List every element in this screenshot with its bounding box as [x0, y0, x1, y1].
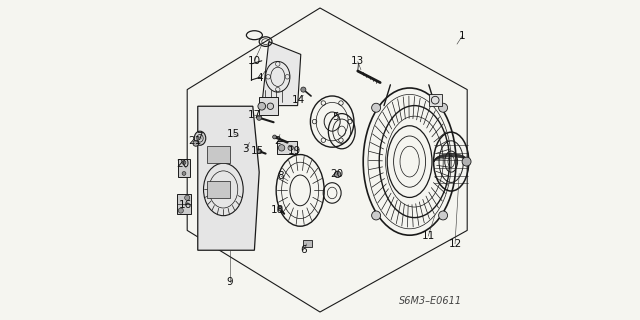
- Polygon shape: [262, 42, 301, 106]
- Text: 20: 20: [177, 159, 189, 169]
- Circle shape: [438, 103, 447, 112]
- Circle shape: [257, 115, 262, 120]
- Text: 10: 10: [248, 56, 261, 66]
- Circle shape: [278, 145, 285, 151]
- Polygon shape: [207, 181, 230, 198]
- Circle shape: [182, 172, 186, 175]
- Circle shape: [335, 171, 341, 178]
- Text: S6M3–E0611: S6M3–E0611: [399, 296, 462, 306]
- Text: 18: 18: [271, 204, 284, 215]
- Text: 11: 11: [422, 231, 435, 241]
- Circle shape: [278, 206, 282, 211]
- Text: 6: 6: [300, 245, 307, 255]
- Text: 7: 7: [196, 132, 202, 142]
- Circle shape: [288, 145, 293, 150]
- Text: 2: 2: [275, 136, 281, 147]
- Text: 5: 5: [332, 112, 339, 122]
- Polygon shape: [303, 240, 312, 247]
- Polygon shape: [207, 146, 230, 163]
- Circle shape: [193, 140, 198, 146]
- Circle shape: [301, 87, 306, 92]
- Polygon shape: [277, 141, 297, 154]
- Text: 9: 9: [227, 277, 233, 287]
- Circle shape: [236, 133, 240, 137]
- Text: 3: 3: [243, 144, 249, 154]
- Circle shape: [178, 208, 184, 213]
- Polygon shape: [198, 106, 259, 250]
- Text: 20: 20: [330, 169, 343, 180]
- Polygon shape: [259, 97, 278, 115]
- Text: 19: 19: [288, 146, 301, 156]
- Text: 8: 8: [278, 171, 284, 181]
- Text: 1: 1: [459, 31, 466, 41]
- Text: 4: 4: [257, 73, 264, 84]
- Circle shape: [462, 157, 471, 166]
- Polygon shape: [178, 159, 191, 177]
- Text: 15: 15: [227, 129, 240, 139]
- Text: 16: 16: [179, 200, 191, 211]
- Circle shape: [372, 103, 381, 112]
- Polygon shape: [429, 94, 442, 106]
- Text: 13: 13: [351, 56, 364, 67]
- Text: 12: 12: [449, 239, 461, 249]
- Circle shape: [182, 161, 186, 164]
- Text: 21: 21: [188, 136, 201, 147]
- Circle shape: [372, 211, 381, 220]
- Circle shape: [184, 195, 189, 200]
- Text: 14: 14: [292, 95, 305, 105]
- Polygon shape: [177, 194, 191, 214]
- Circle shape: [438, 211, 447, 220]
- Circle shape: [268, 103, 274, 109]
- Ellipse shape: [195, 131, 206, 145]
- Circle shape: [258, 102, 266, 110]
- Circle shape: [273, 135, 276, 139]
- Text: 17: 17: [248, 110, 261, 120]
- Text: 15: 15: [251, 146, 264, 156]
- Circle shape: [256, 149, 261, 153]
